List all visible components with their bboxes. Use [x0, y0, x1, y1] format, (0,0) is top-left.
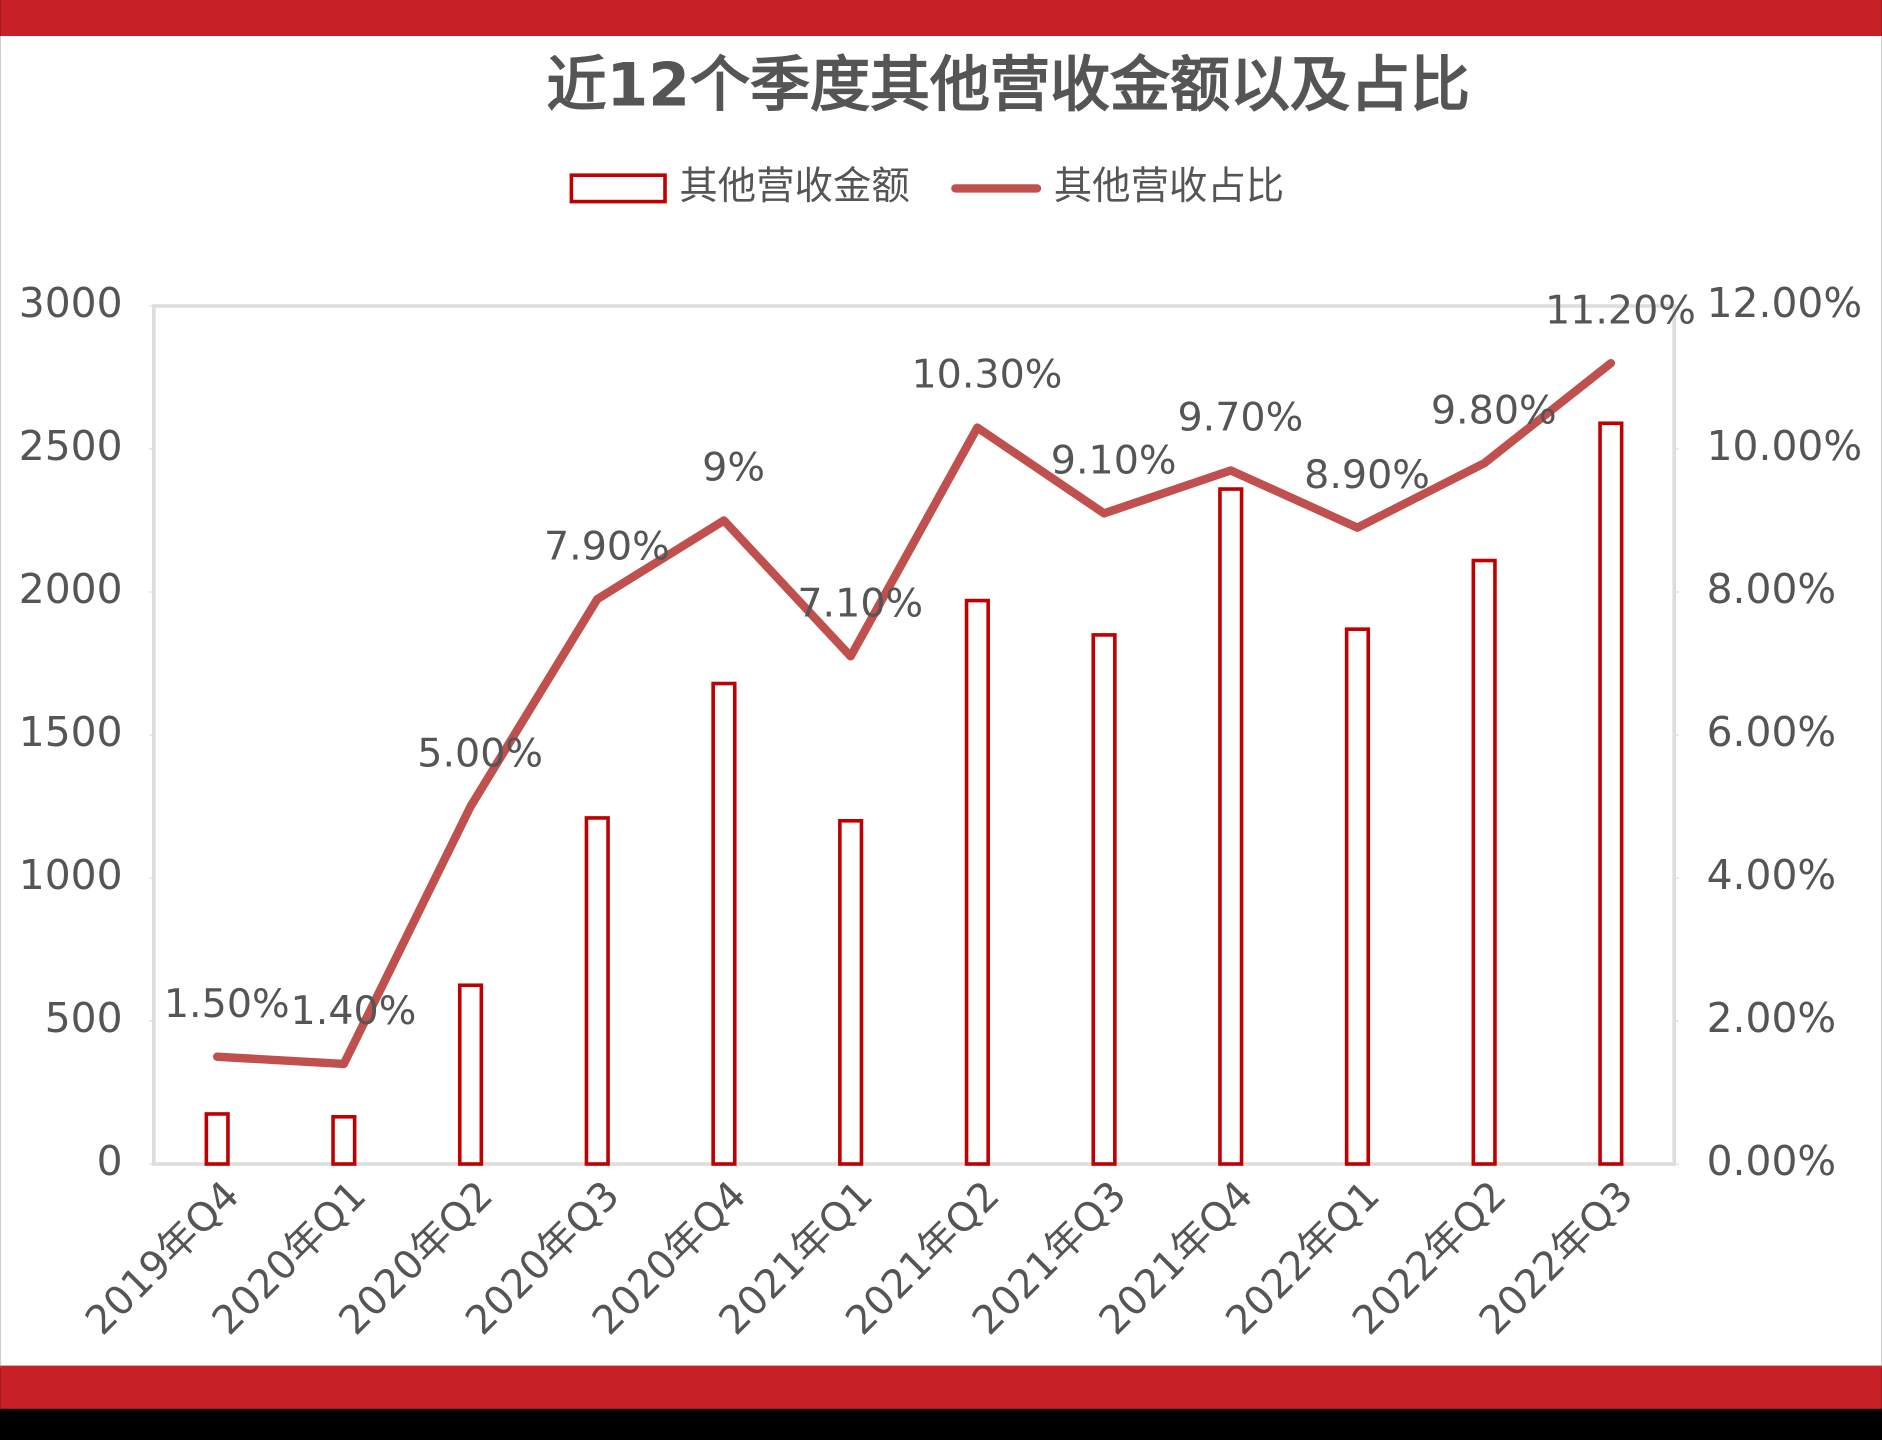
data-label: 10.30% — [911, 352, 1062, 398]
y2-tick-label: 10.00% — [1707, 422, 1863, 470]
data-label: 9.10% — [1051, 437, 1177, 483]
top-band — [0, 0, 1882, 36]
y-tick-label: 2500 — [19, 422, 123, 470]
data-label: 11.20% — [1545, 287, 1696, 333]
y-tick-label: 500 — [45, 994, 123, 1042]
y-tick-label: 1500 — [19, 708, 123, 756]
data-label: 7.90% — [544, 523, 670, 569]
bar — [204, 1112, 230, 1166]
data-label: 9.80% — [1431, 387, 1557, 433]
y2-tick-label: 12.00% — [1707, 279, 1863, 327]
data-label: 7.10% — [797, 580, 923, 626]
bar — [457, 983, 484, 1166]
y2-tick-label: 0.00% — [1707, 1137, 1837, 1185]
bottom-band — [0, 1365, 1882, 1409]
data-label: 1.50% — [164, 981, 290, 1027]
y-tick-label: 0 — [97, 1137, 123, 1185]
data-label: 9.70% — [1177, 395, 1303, 441]
bar — [584, 816, 610, 1166]
y2-tick-label: 8.00% — [1707, 565, 1837, 613]
bar — [1598, 421, 1624, 1166]
bar — [1344, 627, 1371, 1166]
chart-title: 近12个季度其他营收金额以及占比 — [546, 50, 1469, 120]
y-tick-label: 2000 — [19, 565, 123, 613]
bar — [1471, 558, 1497, 1166]
bar — [331, 1115, 357, 1166]
line — [212, 359, 1616, 1069]
legend-label: 其他营收金额 — [679, 164, 909, 209]
y2-tick-label: 2.00% — [1707, 994, 1837, 1042]
data-label: 5.00% — [417, 731, 543, 777]
bar — [838, 819, 864, 1166]
data-label: 1.40% — [291, 988, 417, 1034]
legend-label: 其他营收占比 — [1054, 164, 1284, 209]
bar — [711, 681, 737, 1166]
y-tick-label: 3000 — [19, 279, 123, 327]
data-label: 9% — [702, 445, 765, 491]
y2-tick-label: 4.00% — [1707, 851, 1837, 899]
y2-tick-label: 6.00% — [1707, 708, 1837, 756]
bar — [1091, 633, 1117, 1166]
legend-swatch — [569, 173, 667, 204]
plot-area — [152, 304, 1676, 1166]
data-label: 8.90% — [1304, 452, 1430, 498]
bar — [964, 598, 990, 1166]
y-tick-label: 1000 — [19, 851, 123, 899]
bar — [1218, 487, 1244, 1166]
